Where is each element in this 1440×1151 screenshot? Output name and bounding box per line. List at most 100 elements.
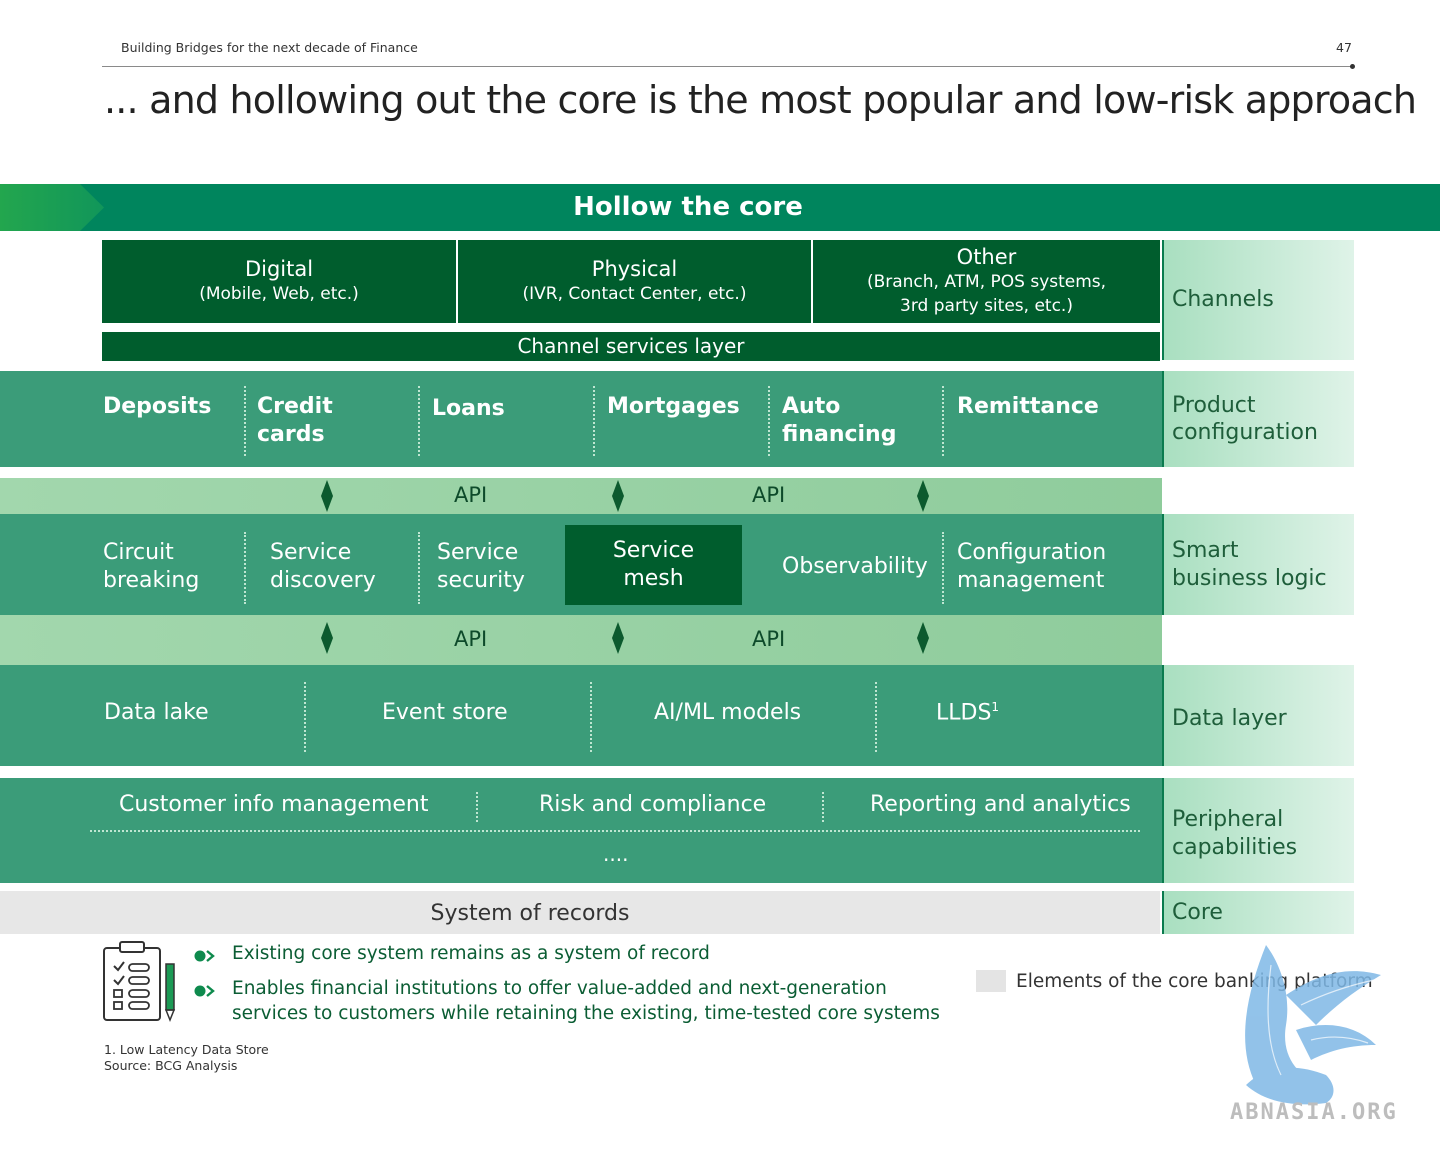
ai-ml-models: AI/ML models [654, 700, 802, 725]
logic-service-security: Service security [437, 539, 525, 595]
side-label-line: Peripheral [1172, 807, 1284, 832]
llds-label: LLDS [936, 700, 992, 726]
green-arrow-bullet-icon [194, 950, 215, 962]
product-divider [768, 386, 770, 456]
side-label-line: business logic [1172, 565, 1327, 591]
channel-subtitle: (IVR, Contact Center, etc.) [522, 283, 747, 304]
logic-label: Configuration [957, 540, 1107, 565]
side-label-data-layer: Data layer [1162, 665, 1354, 766]
logic-circuit-breaking: Circuit breaking [103, 539, 199, 595]
product-divider [942, 386, 944, 456]
api-row-lower [0, 615, 1162, 665]
watermark-text: ABNASIA.ORG [1230, 1100, 1398, 1125]
side-label-peripheral-capabilities: Peripheral capabilities [1162, 778, 1354, 883]
logic-label-2: breaking [103, 568, 200, 594]
channel-subtitle: (Mobile, Web, etc.) [199, 283, 359, 304]
bullet-text-2-line-2: services to customers while retaining th… [232, 1002, 940, 1024]
logic-divider [418, 532, 420, 604]
clipboard-checklist-icon [103, 941, 176, 1023]
product-label: Auto [782, 394, 841, 419]
logic-observability: Observability [782, 553, 928, 581]
product-label: Deposits [103, 394, 212, 419]
green-arrow-bullet-icon [194, 985, 215, 997]
side-label-line: Smart [1172, 538, 1239, 563]
logic-label: Service [270, 540, 352, 565]
channel-physical: Physical (IVR, Contact Center, etc.) [458, 240, 811, 323]
api-connector [917, 622, 929, 654]
side-label-smart-business-logic: Smart business logic [1162, 514, 1354, 615]
bullet-text-1: Existing core system remains as a system… [232, 943, 710, 964]
api-label: API [454, 483, 488, 507]
product-mortgages: Mortgages [607, 371, 740, 467]
logic-divider [942, 532, 944, 604]
bullet-text-2-line-1: Enables financial institutions to offer … [232, 978, 887, 999]
api-label: API [752, 483, 786, 507]
banner-title: Hollow the core [573, 192, 803, 222]
logic-service-mesh: Service mesh [565, 525, 742, 605]
channel-other: Other (Branch, ATM, POS systems, 3rd par… [813, 240, 1160, 323]
data-divider [304, 682, 306, 752]
logic-label: Observability [782, 554, 928, 579]
bullet-text-2: Enables financial institutions to offer … [232, 977, 940, 1026]
logic-label-2: security [437, 568, 525, 594]
logic-service-discovery: Service discovery [270, 539, 376, 595]
channel-title: Digital [244, 256, 314, 281]
logic-label-2: management [957, 568, 1105, 594]
channel-digital: Digital (Mobile, Web, etc.) [102, 240, 456, 323]
api-label: API [454, 627, 488, 651]
llds: LLDS1 [936, 700, 999, 725]
api-row-upper [0, 478, 1162, 514]
channel-subtitle-2: 3rd party sites, etc.) [900, 295, 1073, 316]
channel-subtitle: (Branch, ATM, POS systems, [866, 271, 1107, 292]
peripheral-divider [822, 792, 824, 822]
griffin-watermark-icon [1245, 945, 1381, 1105]
product-label: Credit [257, 394, 333, 419]
product-credit-cards: Credit cards [257, 371, 333, 467]
slide-title: ... and hollowing out the core is the mo… [104, 78, 1417, 122]
peripheral-horizontal-divider [90, 830, 1140, 832]
api-label: API [752, 627, 786, 651]
header-divider [102, 66, 1354, 67]
api-connector [917, 480, 929, 512]
product-divider [593, 386, 595, 456]
logic-label: Service [437, 540, 519, 565]
data-divider [875, 682, 877, 752]
data-divider [590, 682, 592, 752]
product-row [0, 371, 1162, 467]
logic-label: Circuit [103, 540, 174, 565]
logic-label-2: mesh [623, 566, 684, 591]
legend-swatch [976, 970, 1006, 992]
header-document-title: Building Bridges for the next decade of … [121, 40, 418, 55]
data-layer-row [0, 665, 1162, 766]
banner [0, 184, 1440, 231]
footnote: 1. Low Latency Data Store [104, 1042, 269, 1057]
product-remittance: Remittance [957, 371, 1099, 467]
header-divider-dot [1350, 64, 1355, 69]
llds-superscript: 1 [991, 700, 1000, 714]
product-divider [418, 386, 420, 456]
source-note: Source: BCG Analysis [104, 1058, 238, 1073]
logic-configuration-management: Configuration management [957, 539, 1106, 595]
side-label-product-configuration: Product configuration [1162, 371, 1354, 467]
channel-title: Other [956, 244, 1017, 269]
product-label: Remittance [957, 394, 1099, 419]
peripheral-more: .... [603, 842, 629, 866]
logic-label: Service [612, 537, 695, 563]
product-divider [244, 386, 246, 456]
api-connector [321, 480, 333, 512]
side-label-line: capabilities [1172, 834, 1298, 860]
channel-title: Physical [591, 256, 678, 281]
product-label-2: financing [782, 422, 897, 448]
event-store: Event store [382, 700, 508, 725]
api-connector [321, 622, 333, 654]
product-deposits: Deposits [103, 371, 211, 467]
side-label-line: configuration [1172, 420, 1318, 445]
product-label: Loans [432, 396, 505, 421]
logic-label-2: discovery [270, 568, 376, 594]
product-label-2: cards [257, 422, 325, 448]
peripheral-customer-info: Customer info management [119, 792, 429, 817]
peripheral-divider [476, 792, 478, 822]
product-auto-financing: Auto financing [782, 371, 896, 467]
side-label-channels: Channels [1162, 240, 1354, 360]
product-label: Mortgages [607, 394, 740, 419]
